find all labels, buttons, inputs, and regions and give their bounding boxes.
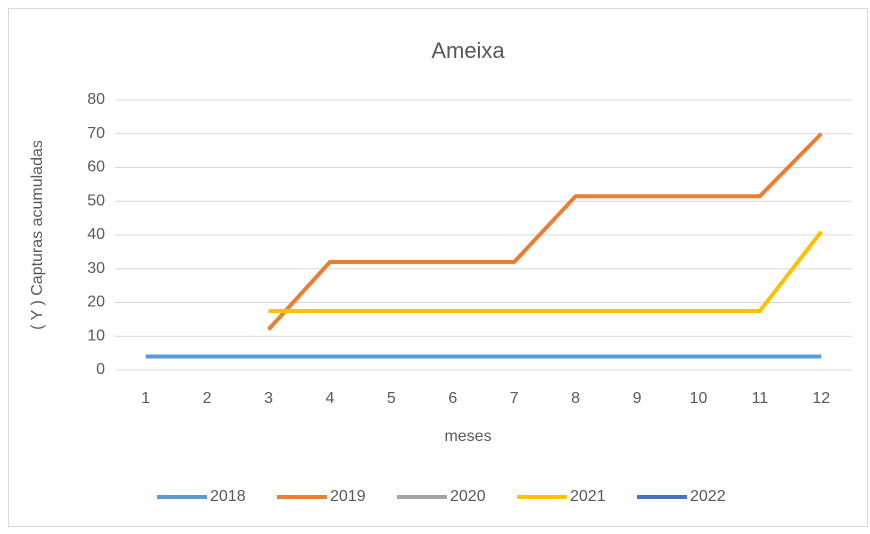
x-tick-label: 6 xyxy=(448,390,457,407)
x-tick-label: 4 xyxy=(326,390,335,407)
y-tick-label: 60 xyxy=(87,159,105,176)
x-tick-label: 1 xyxy=(141,390,150,407)
legend-label: 2021 xyxy=(570,488,606,505)
y-tick-label: 40 xyxy=(87,226,105,243)
x-tick-label: 11 xyxy=(752,390,769,407)
y-tick-label: 20 xyxy=(87,294,105,311)
series-line xyxy=(268,230,823,313)
chart-title: Ameixa xyxy=(431,38,505,63)
x-tick-label: 2 xyxy=(203,390,212,407)
legend-label: 2018 xyxy=(210,488,246,505)
y-tick-label: 30 xyxy=(87,260,105,277)
legend-label: 2020 xyxy=(450,488,486,505)
legend-label: 2022 xyxy=(690,488,726,505)
x-axis-label: meses xyxy=(444,428,491,445)
y-axis-label: ( Y ) Capturas acumuladas xyxy=(29,140,46,330)
x-tick-label: 7 xyxy=(510,390,519,407)
x-tick-label: 3 xyxy=(264,390,273,407)
y-tick-label: 10 xyxy=(87,327,105,344)
x-tick-label: 12 xyxy=(812,390,830,407)
y-tick-label: 50 xyxy=(87,192,105,209)
y-tick-label: 80 xyxy=(87,91,105,108)
y-tick-label: 70 xyxy=(87,125,105,142)
x-tick-label: 8 xyxy=(571,390,580,407)
x-tick-label: 9 xyxy=(633,390,642,407)
x-tick-label: 5 xyxy=(387,390,396,407)
chart-frame xyxy=(8,8,868,527)
legend-label: 2019 xyxy=(330,488,366,505)
series-line xyxy=(267,132,823,331)
y-tick-label: 0 xyxy=(96,361,105,378)
x-tick-label: 10 xyxy=(690,390,708,407)
